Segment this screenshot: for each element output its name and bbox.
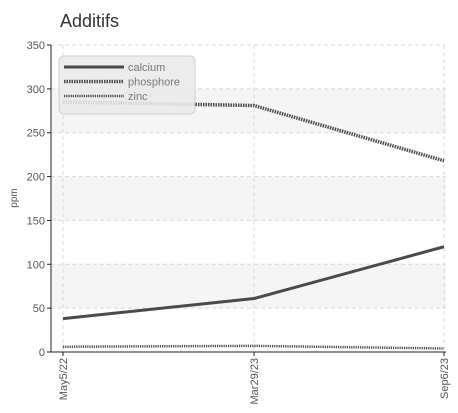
y-tick-label: 250: [27, 128, 45, 140]
x-tick-label: Sep6/23: [439, 358, 451, 399]
plot-bands: [51, 88, 446, 309]
y-tick-label: 0: [39, 347, 45, 359]
y-tick-label: 100: [27, 259, 45, 271]
plot-band: [51, 176, 446, 221]
plot-band: [51, 264, 446, 309]
y-tick-label: 50: [33, 303, 45, 315]
y-tick-label: 200: [27, 172, 45, 184]
series-line-zinc: [62, 344, 445, 350]
axes: [50, 45, 446, 353]
x-tick-labels: May5/22 Mar29/23 Sep6/23: [58, 352, 451, 404]
y-tick-label: 300: [27, 84, 45, 96]
chart-title: Additifs: [60, 11, 120, 31]
legend-label-zinc: zinc: [128, 91, 148, 103]
legend-label-phosphore: phosphore: [128, 77, 180, 89]
x-tick-label: Mar29/23: [249, 358, 261, 404]
legend-box: [58, 55, 196, 115]
y-tick-label: 350: [27, 40, 45, 52]
y-axis-label: ppm: [9, 188, 20, 207]
legend: calcium phosphore zinc: [58, 55, 196, 115]
y-tick-label: 150: [27, 215, 45, 227]
series-line-calcium: [62, 245, 445, 321]
legend-label-calcium: calcium: [128, 62, 165, 74]
x-tick-label: May5/22: [58, 358, 70, 400]
y-tick-labels: 0 50 100 150 200 250 300 350: [27, 40, 51, 359]
